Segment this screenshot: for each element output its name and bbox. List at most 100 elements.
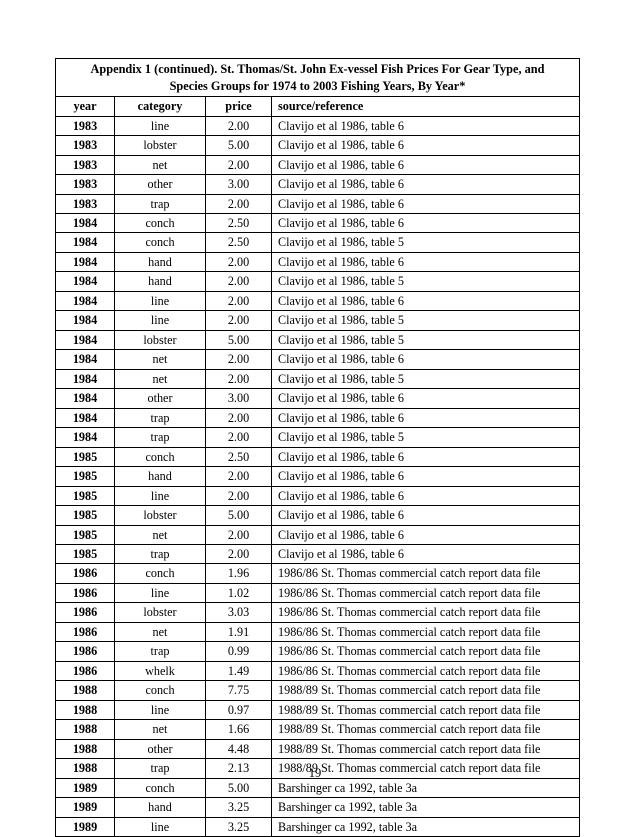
cell-year: 1984 bbox=[56, 350, 115, 369]
table-row: 1986whelk1.491986/86 St. Thomas commerci… bbox=[56, 661, 580, 680]
cell-year: 1984 bbox=[56, 369, 115, 388]
cell-source: Clavijo et al 1986, table 5 bbox=[272, 233, 580, 252]
cell-category: conch bbox=[115, 564, 206, 583]
cell-price: 3.00 bbox=[206, 175, 272, 194]
cell-category: hand bbox=[115, 798, 206, 817]
table-row: 1983other3.00Clavijo et al 1986, table 6 bbox=[56, 175, 580, 194]
cell-price: 1.66 bbox=[206, 720, 272, 739]
cell-category: lobster bbox=[115, 603, 206, 622]
data-table: Appendix 1 (continued). St. Thomas/St. J… bbox=[55, 58, 580, 837]
cell-category: net bbox=[115, 525, 206, 544]
cell-year: 1984 bbox=[56, 252, 115, 271]
cell-price: 4.48 bbox=[206, 739, 272, 758]
cell-category: other bbox=[115, 389, 206, 408]
table-row: 1986conch1.961986/86 St. Thomas commerci… bbox=[56, 564, 580, 583]
cell-category: conch bbox=[115, 214, 206, 233]
cell-source: Clavijo et al 1986, table 6 bbox=[272, 389, 580, 408]
table-row: 1989line3.25Barshinger ca 1992, table 3a bbox=[56, 817, 580, 836]
table-row: 1985trap2.00Clavijo et al 1986, table 6 bbox=[56, 544, 580, 563]
cell-year: 1985 bbox=[56, 525, 115, 544]
table-row: 1983lobster5.00Clavijo et al 1986, table… bbox=[56, 136, 580, 155]
cell-source: Clavijo et al 1986, table 6 bbox=[272, 252, 580, 271]
cell-price: 2.00 bbox=[206, 486, 272, 505]
cell-source: 1986/86 St. Thomas commercial catch repo… bbox=[272, 622, 580, 641]
cell-source: Clavijo et al 1986, table 6 bbox=[272, 525, 580, 544]
cell-source: Clavijo et al 1986, table 6 bbox=[272, 214, 580, 233]
cell-source: 1988/89 St. Thomas commercial catch repo… bbox=[272, 720, 580, 739]
cell-source: Clavijo et al 1986, table 6 bbox=[272, 486, 580, 505]
cell-category: line bbox=[115, 583, 206, 602]
cell-price: 3.03 bbox=[206, 603, 272, 622]
cell-year: 1986 bbox=[56, 583, 115, 602]
table-row: 1983trap2.00Clavijo et al 1986, table 6 bbox=[56, 194, 580, 213]
cell-price: 2.00 bbox=[206, 428, 272, 447]
cell-price: 2.00 bbox=[206, 369, 272, 388]
cell-source: Clavijo et al 1986, table 6 bbox=[272, 155, 580, 174]
table-row: 1986trap0.991986/86 St. Thomas commercia… bbox=[56, 642, 580, 661]
cell-year: 1985 bbox=[56, 486, 115, 505]
table-row: 1984other3.00Clavijo et al 1986, table 6 bbox=[56, 389, 580, 408]
col-price: price bbox=[206, 97, 272, 116]
cell-price: 1.96 bbox=[206, 564, 272, 583]
table-row: 1984lobster5.00Clavijo et al 1986, table… bbox=[56, 330, 580, 349]
table-body: 1983line2.00Clavijo et al 1986, table 61… bbox=[56, 116, 580, 836]
cell-category: net bbox=[115, 369, 206, 388]
cell-year: 1986 bbox=[56, 622, 115, 641]
cell-year: 1984 bbox=[56, 389, 115, 408]
cell-price: 2.00 bbox=[206, 155, 272, 174]
table-row: 1985lobster5.00Clavijo et al 1986, table… bbox=[56, 506, 580, 525]
table-row: 1984line2.00Clavijo et al 1986, table 5 bbox=[56, 311, 580, 330]
cell-category: conch bbox=[115, 681, 206, 700]
cell-year: 1985 bbox=[56, 544, 115, 563]
cell-price: 2.00 bbox=[206, 350, 272, 369]
cell-price: 2.00 bbox=[206, 252, 272, 271]
table-row: 1988line0.971988/89 St. Thomas commercia… bbox=[56, 700, 580, 719]
cell-year: 1985 bbox=[56, 506, 115, 525]
cell-category: lobster bbox=[115, 506, 206, 525]
cell-source: Clavijo et al 1986, table 6 bbox=[272, 544, 580, 563]
table-row: 1986net1.911986/86 St. Thomas commercial… bbox=[56, 622, 580, 641]
cell-source: 1988/89 St. Thomas commercial catch repo… bbox=[272, 700, 580, 719]
cell-year: 1989 bbox=[56, 778, 115, 797]
table-row: 1985net2.00Clavijo et al 1986, table 6 bbox=[56, 525, 580, 544]
cell-year: 1986 bbox=[56, 603, 115, 622]
table-row: 1983line2.00Clavijo et al 1986, table 6 bbox=[56, 116, 580, 135]
cell-price: 5.00 bbox=[206, 330, 272, 349]
cell-source: Clavijo et al 1986, table 5 bbox=[272, 369, 580, 388]
cell-source: Clavijo et al 1986, table 6 bbox=[272, 506, 580, 525]
cell-price: 5.00 bbox=[206, 506, 272, 525]
table-row: 1989hand3.25Barshinger ca 1992, table 3a bbox=[56, 798, 580, 817]
cell-price: 2.00 bbox=[206, 291, 272, 310]
table-row: 1984conch2.50Clavijo et al 1986, table 6 bbox=[56, 214, 580, 233]
table-row: 1984conch2.50Clavijo et al 1986, table 5 bbox=[56, 233, 580, 252]
cell-source: 1988/89 St. Thomas commercial catch repo… bbox=[272, 739, 580, 758]
col-year: year bbox=[56, 97, 115, 116]
cell-year: 1988 bbox=[56, 700, 115, 719]
cell-source: Clavijo et al 1986, table 5 bbox=[272, 330, 580, 349]
cell-year: 1988 bbox=[56, 720, 115, 739]
cell-source: Clavijo et al 1986, table 6 bbox=[272, 116, 580, 135]
table-row: 1984line2.00Clavijo et al 1986, table 6 bbox=[56, 291, 580, 310]
cell-year: 1989 bbox=[56, 798, 115, 817]
cell-source: Clavijo et al 1986, table 6 bbox=[272, 175, 580, 194]
cell-price: 2.00 bbox=[206, 467, 272, 486]
cell-category: trap bbox=[115, 408, 206, 427]
cell-year: 1984 bbox=[56, 272, 115, 291]
table-row: 1983net2.00Clavijo et al 1986, table 6 bbox=[56, 155, 580, 174]
cell-category: conch bbox=[115, 233, 206, 252]
cell-category: whelk bbox=[115, 661, 206, 680]
cell-price: 2.50 bbox=[206, 447, 272, 466]
cell-category: conch bbox=[115, 778, 206, 797]
cell-price: 2.00 bbox=[206, 525, 272, 544]
cell-category: line bbox=[115, 311, 206, 330]
cell-price: 1.02 bbox=[206, 583, 272, 602]
cell-source: Clavijo et al 1986, table 6 bbox=[272, 447, 580, 466]
cell-price: 2.00 bbox=[206, 311, 272, 330]
cell-category: line bbox=[115, 291, 206, 310]
cell-category: lobster bbox=[115, 330, 206, 349]
title-line-2: Species Groups for 1974 to 2003 Fishing … bbox=[170, 79, 466, 93]
cell-source: Barshinger ca 1992, table 3a bbox=[272, 778, 580, 797]
cell-source: 1988/89 St. Thomas commercial catch repo… bbox=[272, 681, 580, 700]
cell-source: Barshinger ca 1992, table 3a bbox=[272, 798, 580, 817]
cell-price: 2.00 bbox=[206, 116, 272, 135]
